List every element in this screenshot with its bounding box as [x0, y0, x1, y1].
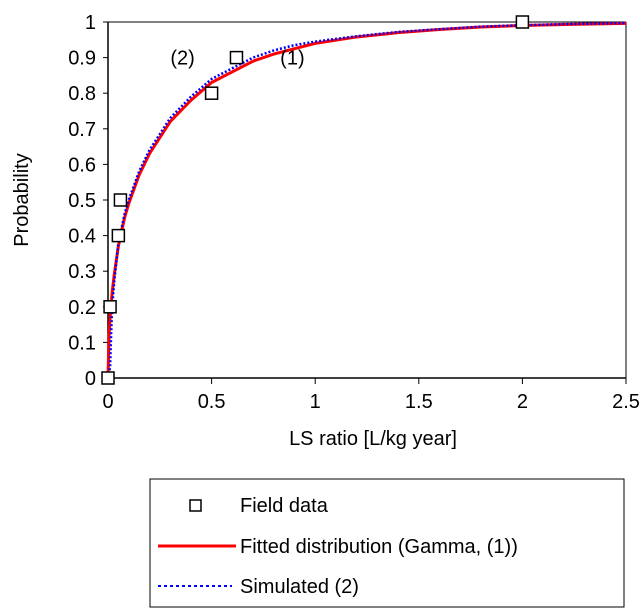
plot-area	[108, 21, 627, 378]
y-tick-label: 0.3	[68, 261, 96, 283]
x-tick-label: 1	[310, 391, 321, 413]
annotation-layer: (2) (1)	[170, 48, 304, 70]
y-tick-label: 0.6	[68, 154, 96, 176]
axes: 0 0.1 0.2 0.3 0.4 0.5 0.6 0.7 0.8 0.9 1 0 0.5 1 1.5 2 2.…	[11, 12, 640, 450]
field-data-point	[101, 371, 115, 385]
y-tick-label: 0.7	[68, 119, 96, 141]
y-tick-label: 0.2	[68, 297, 96, 319]
x-tick-label: 2.5	[612, 391, 640, 413]
series-annotation: (2)	[170, 48, 194, 70]
legend-box	[149, 478, 625, 608]
x-tick-label: 2	[517, 391, 528, 413]
fitted-series-line	[106, 21, 627, 379]
legend: Field data Fitted distribution (Gamma, (1…	[149, 478, 625, 608]
y-tick-label: 0.4	[68, 226, 96, 248]
y-tick-label: 0.5	[68, 190, 96, 212]
y-tick-label: 0	[85, 368, 96, 390]
y-tick-label: 0.9	[68, 48, 96, 70]
y-tick-label: 1	[85, 12, 96, 34]
x-tick-label: 0.5	[198, 391, 226, 413]
field-data-point	[111, 228, 126, 243]
legend-marker-field-data	[189, 499, 202, 512]
legend-label: Field data	[240, 495, 329, 517]
field-data-point	[229, 50, 244, 65]
x-tick-label: 1.5	[405, 391, 433, 413]
y-tick-label: 0.1	[68, 332, 96, 354]
marker-layer	[101, 15, 530, 385]
field-data-point	[103, 300, 117, 314]
simulated-series-line	[106, 21, 627, 379]
x-axis-title: LS ratio [L/kg year]	[289, 428, 457, 450]
field-data-point	[113, 193, 128, 207]
legend-label: Fitted distribution (Gamma, (1))	[240, 536, 518, 558]
series-layer	[106, 21, 627, 379]
y-axis-title: Probability	[11, 153, 33, 246]
x-tick-label: 0	[102, 391, 113, 413]
field-data-point	[515, 15, 530, 29]
legend-label: Simulated (2)	[240, 576, 359, 598]
series-annotation: (1)	[280, 48, 304, 70]
field-data-point	[204, 86, 219, 100]
y-tick-label: 0.8	[68, 83, 96, 105]
